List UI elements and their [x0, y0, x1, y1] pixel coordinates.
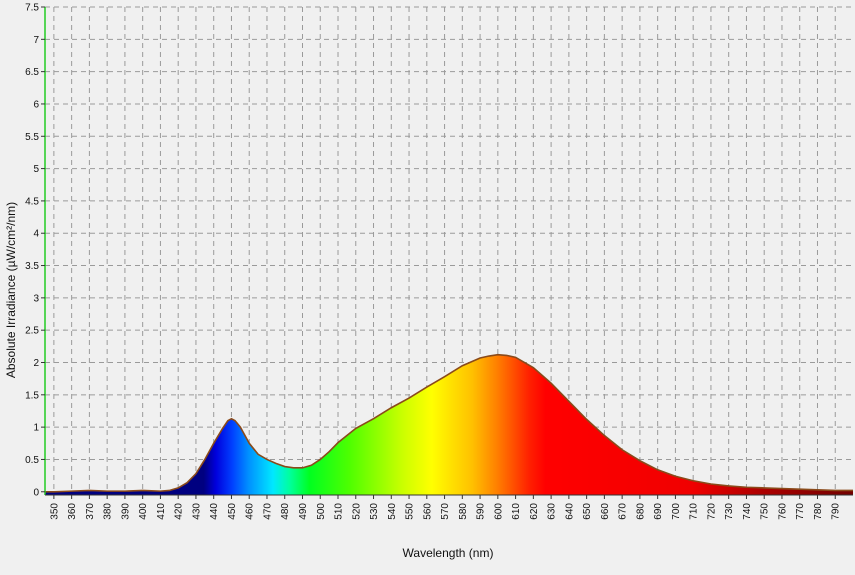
y-tick-label: 5.5 [25, 132, 39, 143]
x-tick-label: 740 [742, 503, 753, 520]
x-tick-label: 370 [85, 503, 96, 520]
x-tick-label: 490 [298, 503, 309, 520]
y-tick-label: 1.5 [25, 390, 39, 401]
x-tick-label: 570 [440, 503, 451, 520]
y-tick-label: 6.5 [25, 67, 39, 78]
x-tick-label: 660 [600, 503, 611, 520]
x-tick-label: 720 [706, 503, 717, 520]
x-tick-label: 650 [582, 503, 593, 520]
x-axis-title: Wavelength (nm) [403, 546, 494, 560]
x-tick-label: 590 [476, 503, 487, 520]
x-axis-ticks: 350 360 370 380 390 400 410 420 430 440 450 460 470 4… [49, 495, 842, 520]
x-tick-label: 420 [174, 503, 185, 520]
x-tick-label: 470 [262, 503, 273, 520]
x-tick-label: 780 [813, 503, 824, 520]
x-tick-label: 440 [209, 503, 220, 520]
y-axis-ticks: 0 0.5 1 1.5 2 2.5 3 3.5 4 4.5 5 5.5 6 6.5 7 7.5 [25, 3, 45, 498]
x-tick-label: 600 [493, 503, 504, 520]
x-tick-label: 380 [103, 503, 114, 520]
axes [44, 7, 853, 496]
y-tick-label: 6 [33, 99, 39, 110]
x-tick-label: 580 [458, 503, 469, 520]
y-tick-label: 7.5 [25, 3, 39, 14]
x-tick-label: 790 [831, 503, 842, 520]
x-tick-label: 610 [511, 503, 522, 520]
y-tick-label: 4.5 [25, 196, 39, 207]
plot-area [45, 353, 853, 495]
x-tick-label: 540 [387, 503, 398, 520]
x-tick-label: 750 [760, 503, 771, 520]
x-tick-label: 410 [156, 503, 167, 520]
x-tick-label: 510 [334, 503, 345, 520]
y-axis-title: Absolute Irradiance (µW/cm²/nm) [4, 202, 18, 378]
y-tick-label: 4 [33, 229, 39, 240]
spectrum-line [45, 353, 853, 493]
x-tick-label: 620 [529, 503, 540, 520]
x-tick-label: 360 [67, 503, 78, 520]
x-tick-label: 350 [49, 503, 60, 520]
x-tick-label: 460 [245, 503, 256, 520]
x-tick-label: 400 [138, 503, 149, 520]
y-tick-label: 7 [33, 35, 39, 46]
x-tick-label: 770 [795, 503, 806, 520]
y-tick-label: 3.5 [25, 261, 39, 272]
x-tick-label: 550 [405, 503, 416, 520]
y-tick-label: 0.5 [25, 455, 39, 466]
y-tick-label: 0 [33, 487, 39, 498]
y-tick-label: 5 [33, 164, 39, 175]
y-tick-label: 2 [33, 358, 39, 369]
x-tick-label: 520 [351, 503, 362, 520]
y-tick-label: 2.5 [25, 326, 39, 337]
x-tick-label: 530 [369, 503, 380, 520]
x-tick-label: 390 [120, 503, 131, 520]
x-tick-label: 760 [777, 503, 788, 520]
x-tick-label: 630 [547, 503, 558, 520]
x-tick-label: 480 [280, 503, 291, 520]
x-tick-label: 640 [564, 503, 575, 520]
x-tick-label: 710 [689, 503, 700, 520]
spectrum-area [45, 354, 853, 495]
y-tick-label: 1 [33, 423, 39, 434]
x-tick-label: 690 [653, 503, 664, 520]
x-tick-label: 430 [191, 503, 202, 520]
x-tick-label: 500 [316, 503, 327, 520]
x-tick-label: 450 [227, 503, 238, 520]
x-tick-label: 560 [422, 503, 433, 520]
x-tick-label: 680 [635, 503, 646, 520]
y-tick-label: 3 [33, 293, 39, 304]
x-tick-label: 730 [724, 503, 735, 520]
x-tick-label: 670 [618, 503, 629, 520]
x-tick-label: 700 [671, 503, 682, 520]
